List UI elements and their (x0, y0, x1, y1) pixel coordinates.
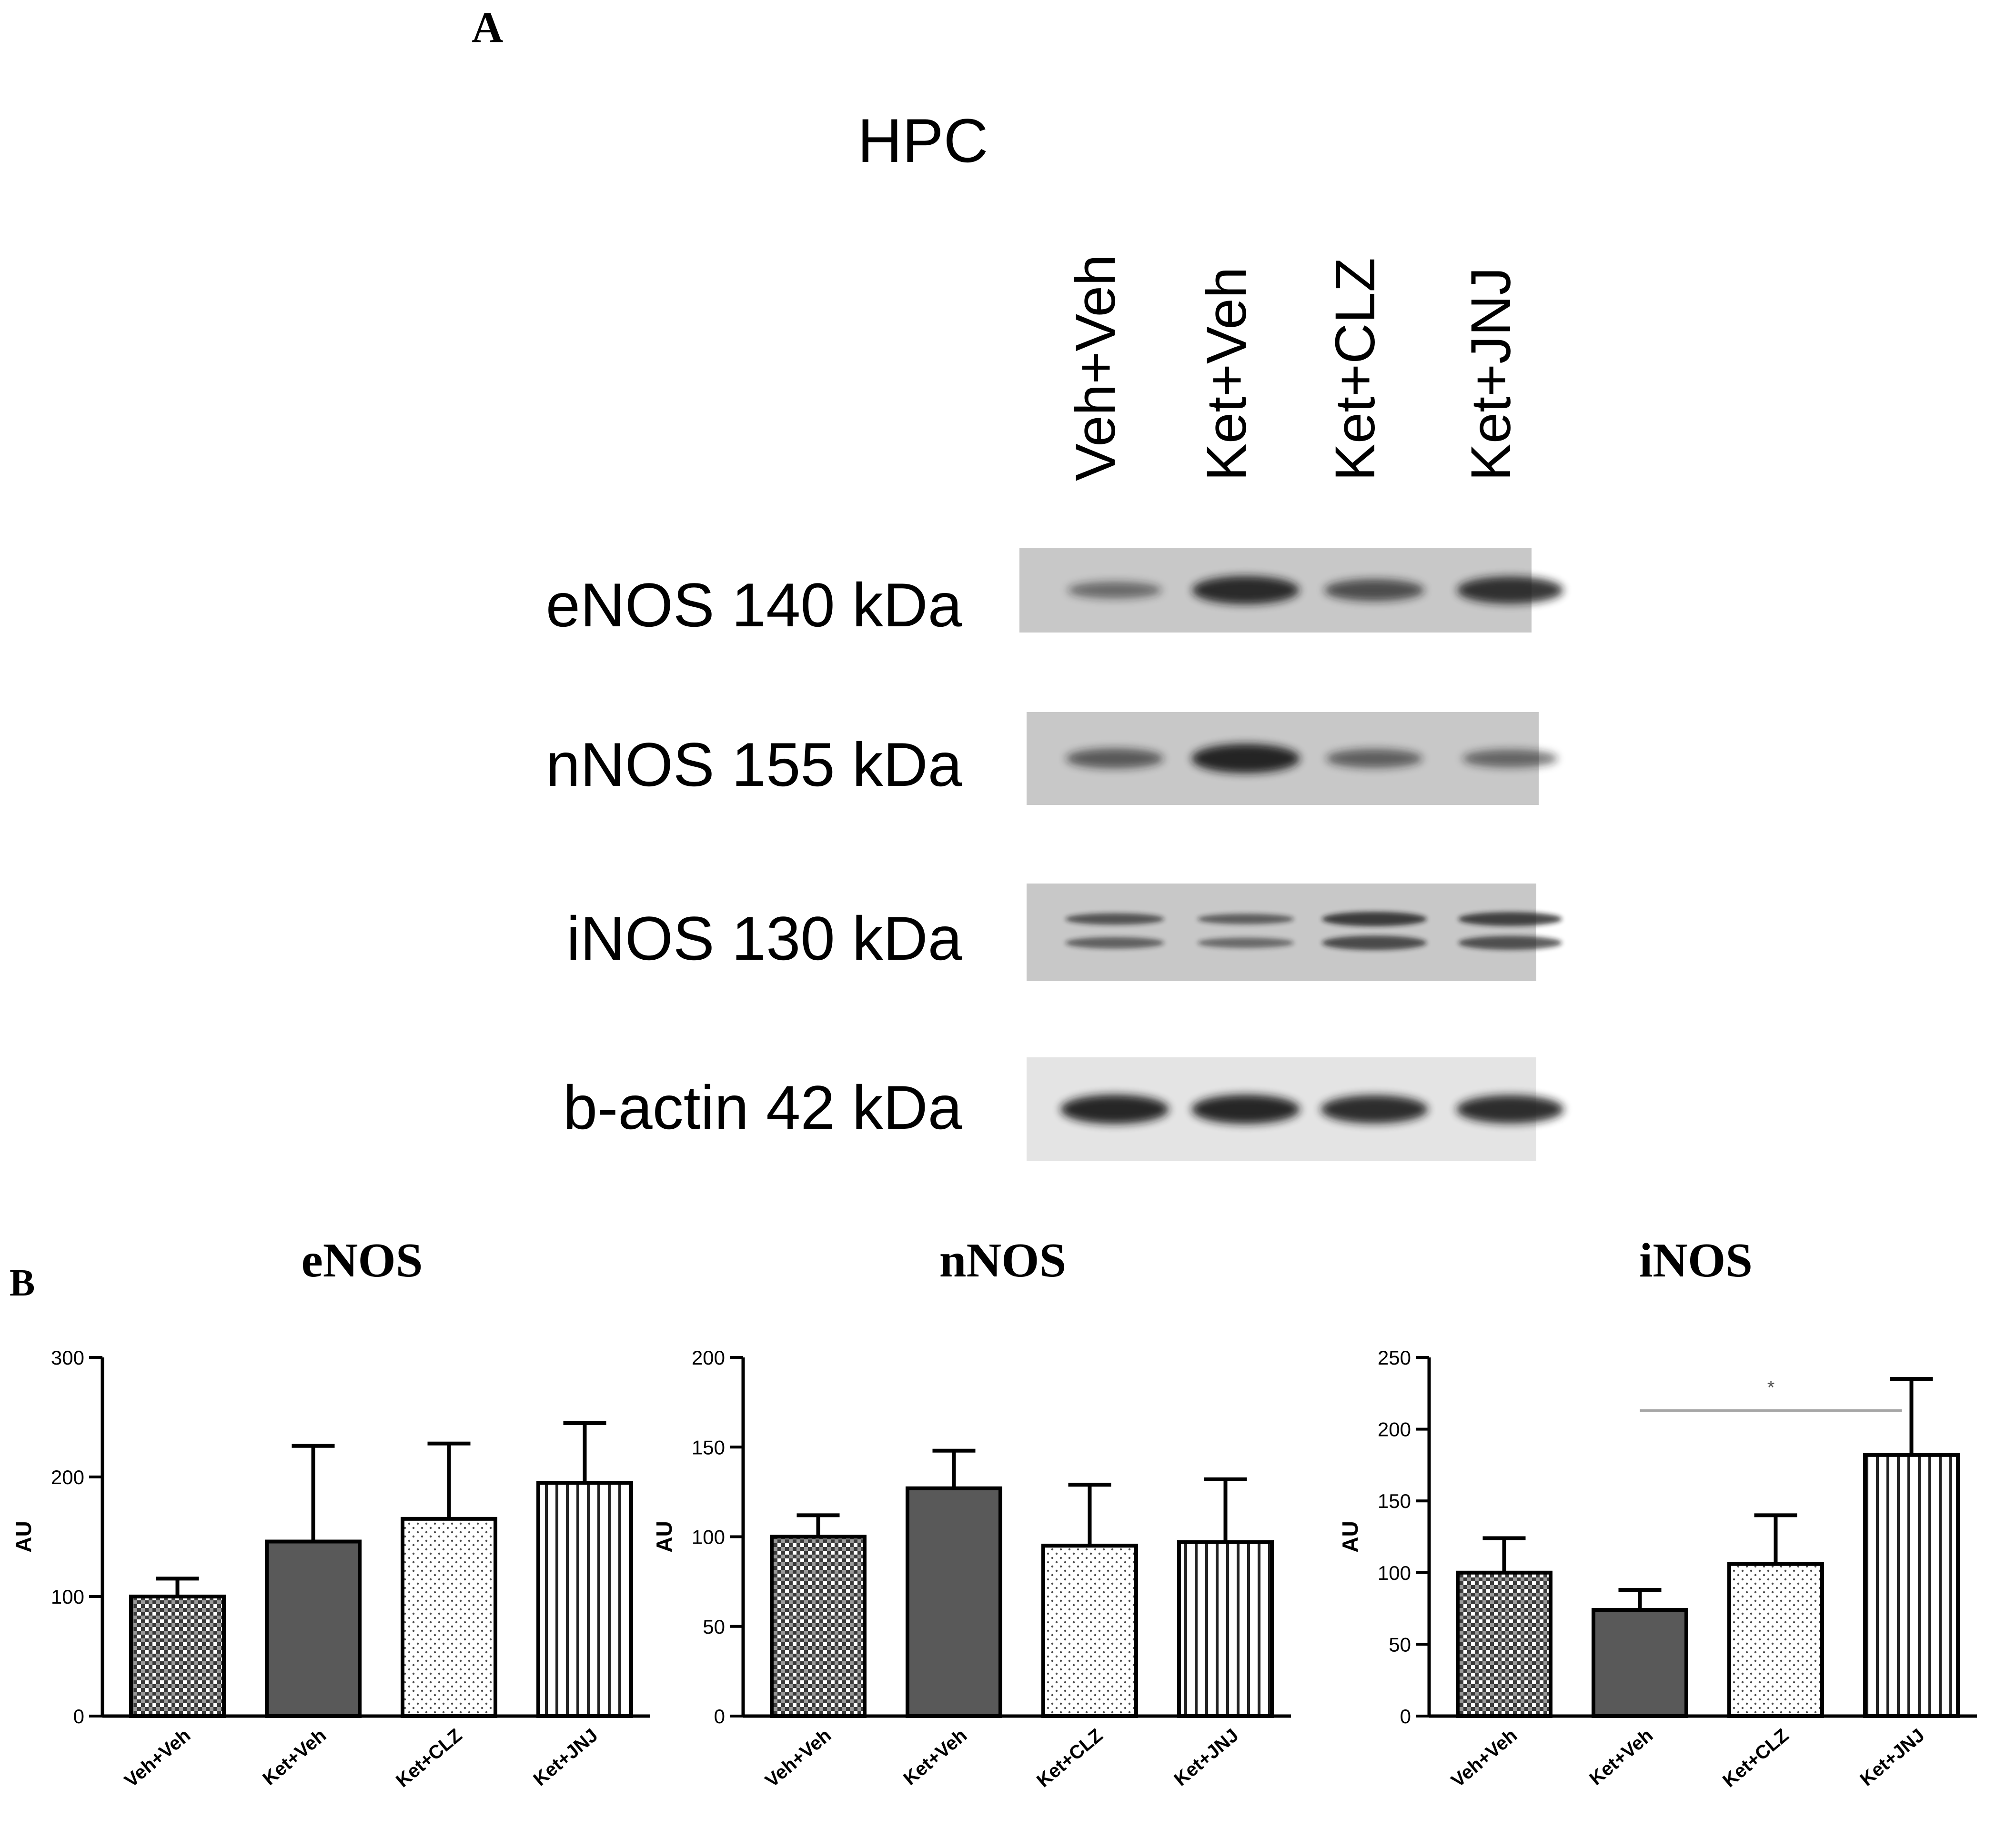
bar-veh-veh (1456, 1570, 1552, 1718)
bar-charts: eNOS AU 0 100 200 300 Veh+Veh Ket+Veh Ket+CLZ Ket… (11, 1234, 1977, 1791)
bar-ket-clz (401, 1517, 497, 1718)
x-tick-label: Ket+JNJ (1170, 1725, 1243, 1790)
band (1065, 913, 1164, 925)
blot-label: eNOS 140 kDa (546, 570, 963, 640)
blot-label: iNOS 130 kDa (566, 904, 963, 973)
band (1066, 748, 1164, 769)
region-title: HPC (857, 106, 988, 175)
chart-nnos: nNOS AU 0 50 100 150 200 Veh+Veh Ket+Veh Ket+CLZ K… (652, 1234, 1291, 1791)
blot-membrane (1027, 884, 1536, 981)
x-tick-label: Ket+CLZ (392, 1725, 466, 1791)
bar-veh-veh (129, 1595, 226, 1718)
band (1324, 579, 1424, 602)
bar-ket-jnj (1177, 1540, 1274, 1718)
band (1321, 1095, 1428, 1124)
blot-row-enos: eNOS 140 kDa (546, 548, 1563, 640)
y-tick-label: 100 (51, 1586, 84, 1608)
chart-enos: eNOS AU 0 100 200 300 Veh+Veh Ket+Veh Ket+CLZ Ket… (11, 1234, 650, 1791)
lane-labels: Veh+Veh Ket+Veh Ket+CLZ Ket+JNJ (1064, 254, 1522, 481)
blot-row-inos: iNOS 130 kDa (566, 884, 1562, 981)
blot-row-b-actin: b-actin 42 kDa (563, 1057, 1564, 1161)
y-tick-label: 100 (1378, 1562, 1411, 1584)
y-tick-label: 150 (1378, 1490, 1411, 1512)
y-tick-label: 0 (1400, 1705, 1411, 1727)
y-tick-label: 50 (1389, 1633, 1411, 1656)
bar-ket-veh (1592, 1608, 1688, 1718)
panel-a-label: A (472, 3, 503, 51)
x-tick-label: Ket+CLZ (1033, 1725, 1107, 1791)
bar-ket-veh (906, 1486, 1002, 1718)
band (1192, 576, 1300, 604)
x-tick-label: Ket+Veh (259, 1725, 330, 1789)
x-tick-label: Veh+Veh (1447, 1725, 1521, 1791)
band (1457, 576, 1563, 604)
band (1458, 912, 1562, 926)
y-axis-label: AU (652, 1521, 676, 1552)
y-tick-label: 300 (51, 1346, 84, 1369)
band (1322, 912, 1427, 926)
blot-label: nNOS 155 kDa (546, 730, 963, 799)
band (1322, 935, 1427, 950)
y-tick-label: 100 (692, 1526, 725, 1548)
band (1191, 743, 1300, 773)
band (1326, 749, 1423, 768)
bar-ket-veh (265, 1539, 362, 1718)
x-tick-label: Veh+Veh (761, 1725, 835, 1791)
band (1458, 935, 1562, 950)
bar-ket-clz (1041, 1544, 1138, 1718)
band (1197, 937, 1294, 948)
y-axis-label: AU (11, 1521, 36, 1552)
lane-label-ket-clz: Ket+CLZ (1324, 258, 1387, 481)
bar-ket-jnj (1863, 1453, 1960, 1718)
significance-marker: * (1767, 1377, 1775, 1398)
chart-inos: iNOS AU 0 50 100 150 200 250 Veh+Veh Ket+Veh Ket+C… (1338, 1234, 1977, 1791)
band (1191, 1095, 1300, 1124)
y-tick-label: 0 (73, 1705, 84, 1727)
lane-label-ket-veh: Ket+Veh (1195, 267, 1258, 481)
chart-title: eNOS (302, 1234, 423, 1287)
x-tick-label: Ket+Veh (1585, 1725, 1657, 1789)
band (1065, 937, 1164, 949)
x-tick-label: Ket+JNJ (530, 1725, 602, 1790)
x-tick-label: Ket+JNJ (1856, 1725, 1929, 1790)
band (1462, 749, 1558, 768)
band (1068, 582, 1162, 599)
y-tick-label: 150 (692, 1436, 725, 1458)
y-tick-label: 250 (1378, 1346, 1411, 1369)
bar-veh-veh (770, 1535, 867, 1718)
band (1197, 914, 1294, 924)
y-tick-label: 200 (692, 1346, 725, 1369)
x-tick-label: Veh+Veh (121, 1725, 194, 1791)
y-tick-label: 0 (714, 1705, 725, 1727)
chart-title: nNOS (939, 1234, 1066, 1287)
lane-label-ket-jnj: Ket+JNJ (1460, 267, 1522, 481)
y-tick-label: 200 (51, 1466, 84, 1488)
blot-label: b-actin 42 kDa (563, 1073, 963, 1142)
x-tick-label: Ket+CLZ (1719, 1725, 1793, 1791)
band (1456, 1095, 1564, 1124)
blot-row-nnos: nNOS 155 kDa (546, 712, 1558, 805)
western-blot-panel: eNOS 140 kDa nNOS 155 kDa iNOS 130 kDa b-ac… (546, 548, 1564, 1161)
x-tick-label: Ket+Veh (899, 1725, 971, 1789)
bar-ket-jnj (536, 1481, 633, 1718)
bar-ket-clz (1727, 1562, 1824, 1718)
y-axis-label: AU (1338, 1521, 1362, 1552)
band (1060, 1095, 1169, 1124)
panel-b-label: B (10, 1262, 35, 1304)
lane-label-veh-veh: Veh+Veh (1064, 254, 1127, 481)
y-tick-label: 200 (1378, 1418, 1411, 1441)
chart-title: iNOS (1639, 1234, 1753, 1287)
y-tick-label: 50 (703, 1616, 725, 1638)
